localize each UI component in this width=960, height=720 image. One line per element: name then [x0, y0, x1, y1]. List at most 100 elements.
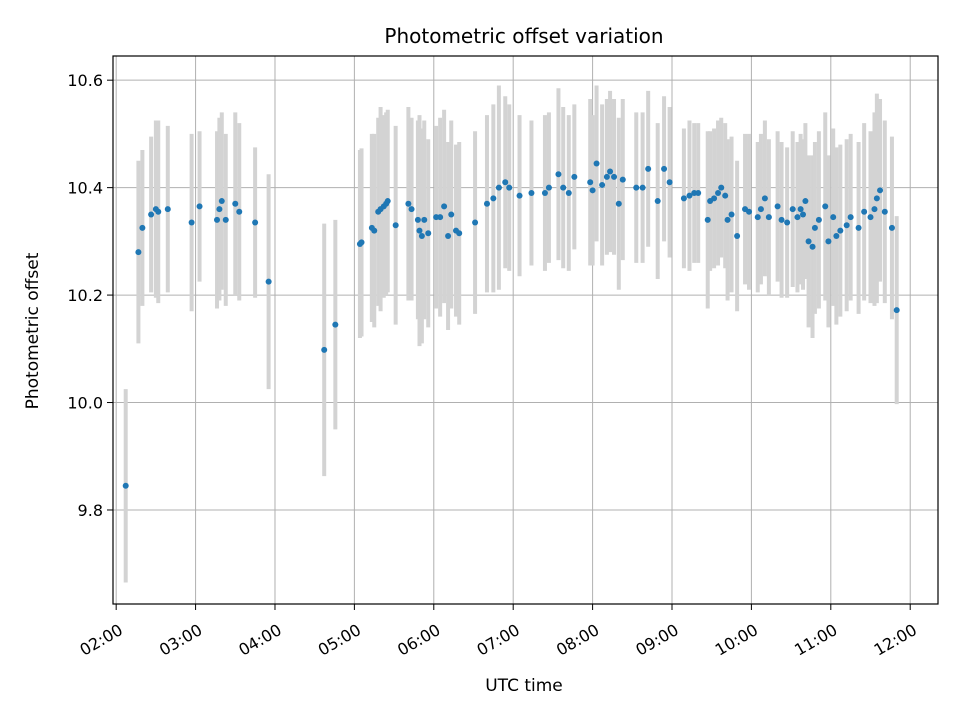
data-point: [437, 214, 444, 221]
data-point: [830, 214, 837, 221]
y-tick-label: 9.8: [78, 501, 103, 520]
data-point: [722, 192, 729, 199]
data-point: [502, 179, 509, 186]
data-point: [565, 190, 572, 196]
data-point: [778, 216, 785, 223]
data-point: [794, 214, 801, 221]
x-axis-label: UTC time: [485, 676, 563, 696]
data-point: [441, 203, 448, 210]
data-point: [765, 214, 772, 221]
data-point: [704, 216, 711, 223]
data-point: [483, 200, 490, 207]
data-point: [822, 203, 829, 210]
data-point: [724, 216, 731, 223]
data-point: [784, 219, 791, 226]
data-point: [196, 203, 203, 210]
data-point: [541, 190, 548, 196]
data-point: [545, 184, 552, 191]
data-point: [811, 224, 818, 231]
data-point: [815, 216, 822, 223]
data-point: [805, 238, 812, 245]
data-point: [416, 227, 423, 234]
data-point: [603, 173, 610, 180]
data-point: [490, 195, 497, 202]
data-point: [448, 211, 455, 218]
data-point: [560, 184, 567, 191]
data-point: [155, 208, 162, 215]
data-point: [611, 173, 618, 180]
data-point: [881, 208, 888, 215]
data-point: [214, 216, 221, 223]
data-point: [425, 230, 432, 237]
data-point: [754, 214, 761, 221]
data-point: [728, 211, 735, 218]
y-tick-label: 10.2: [67, 286, 103, 305]
data-point: [164, 206, 171, 213]
data-point: [414, 216, 421, 223]
data-point: [837, 227, 844, 234]
data-point: [718, 184, 725, 191]
data-point: [877, 187, 884, 194]
data-point: [232, 200, 239, 207]
data-point: [654, 198, 661, 205]
data-point: [809, 243, 816, 250]
data-point: [589, 187, 596, 194]
data-point: [599, 181, 606, 188]
data-point: [843, 222, 850, 229]
data-point: [746, 208, 753, 215]
data-point: [216, 206, 223, 213]
data-point: [384, 198, 391, 205]
data-point: [871, 206, 878, 213]
data-point: [888, 224, 895, 231]
data-point: [686, 192, 693, 199]
data-point: [800, 211, 807, 218]
data-point: [148, 211, 155, 218]
data-point: [252, 219, 259, 226]
data-point: [587, 179, 594, 186]
data-point: [789, 206, 796, 213]
data-point: [833, 232, 840, 239]
data-point: [593, 160, 600, 167]
data-point: [711, 195, 718, 202]
data-point: [405, 200, 412, 207]
data-point: [571, 173, 578, 180]
data-point: [371, 227, 378, 234]
data-point: [873, 195, 880, 202]
data-point: [619, 176, 626, 183]
grid: [113, 56, 938, 604]
data-point: [122, 482, 129, 489]
data-point: [802, 198, 809, 205]
data-point: [680, 195, 687, 202]
data-point: [666, 179, 673, 186]
data-point: [825, 238, 832, 245]
data-point: [188, 219, 195, 226]
y-tick-label: 10.4: [67, 179, 103, 198]
plot-frame: [112, 55, 939, 605]
data-points: [122, 160, 900, 489]
data-point: [516, 192, 523, 199]
y-axis-ticks: 9.8 10.0 10.2 10.4 10.6: [67, 71, 113, 520]
data-point: [418, 232, 425, 239]
data-point: [639, 184, 646, 191]
data-point: [867, 214, 874, 221]
data-point: [218, 198, 225, 205]
data-point: [615, 200, 622, 207]
data-point: [774, 203, 781, 210]
data-point: [421, 216, 428, 223]
data-point: [855, 224, 862, 231]
chart-title: Photometric offset variation: [384, 24, 663, 48]
data-point: [456, 230, 463, 237]
data-point: [715, 190, 722, 196]
data-point: [392, 222, 399, 229]
data-point: [332, 321, 339, 328]
y-axis-label: Photometric offset: [23, 252, 43, 409]
data-point: [321, 346, 328, 353]
data-point: [695, 190, 702, 196]
data-point: [265, 278, 272, 285]
data-point: [222, 216, 229, 223]
data-point: [761, 195, 768, 202]
data-point: [645, 165, 652, 172]
y-tick-label: 10.0: [67, 394, 103, 413]
data-point: [847, 214, 854, 221]
data-point: [495, 184, 502, 191]
